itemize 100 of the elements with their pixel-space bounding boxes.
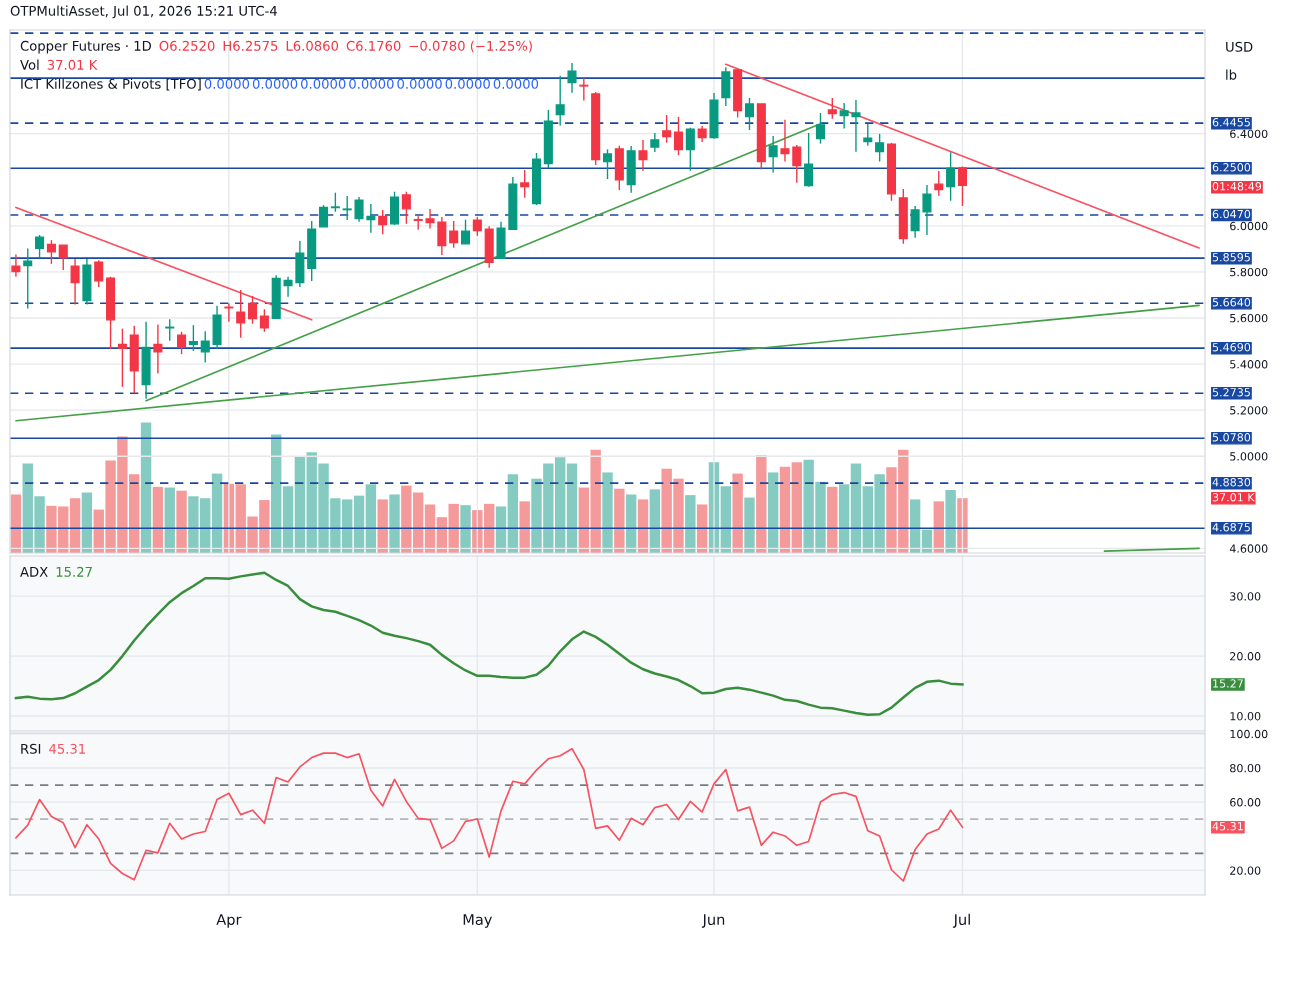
annotation: H6.2575 (223, 40, 278, 51)
bar (637, 499, 649, 553)
candlestick (413, 215, 423, 231)
candlestick (815, 112, 825, 145)
candlestick (851, 99, 861, 153)
candlestick (342, 195, 352, 221)
annotation: 0.0000 (397, 78, 442, 89)
ref-line-label: 6.0470 (1212, 209, 1251, 219)
bar (460, 505, 471, 553)
candlestick (839, 102, 849, 130)
candlestick (863, 123, 873, 147)
x-tick-label: Jun (701, 914, 725, 928)
candlestick (94, 259, 104, 288)
candlestick (662, 114, 672, 144)
bar (744, 497, 755, 553)
candlestick (165, 318, 175, 342)
ref-line-label: 6.2500 (1212, 163, 1251, 172)
y-tick-label: 20.00 (1230, 652, 1261, 661)
candlestick (11, 253, 21, 278)
y-tick-label: 5.2000 (1230, 406, 1268, 415)
text: lb (1226, 69, 1237, 80)
y-tick-label: 5.6000 (1230, 313, 1268, 323)
bar (389, 494, 400, 553)
candlestick (401, 191, 411, 225)
candlestick (579, 76, 589, 102)
bar (282, 486, 294, 553)
annotation: −0.0780 (−1.25%) (409, 40, 532, 53)
candlestick (934, 170, 944, 197)
candlestick (70, 258, 80, 306)
candlestick (567, 62, 577, 94)
candlestick (117, 327, 127, 388)
ref-line-label: 4.6875 (1212, 523, 1250, 532)
bar (791, 462, 803, 553)
x-tick-label: Apr (216, 914, 242, 928)
candlestick (638, 139, 648, 172)
bar (152, 486, 164, 553)
annotation: 45.31 (49, 743, 85, 754)
candlestick (236, 289, 246, 339)
candlestick (330, 191, 340, 213)
candlestick (768, 135, 778, 174)
candlestick (153, 323, 163, 375)
candlestick (922, 184, 932, 236)
ref-line-label: 5.2735 (1212, 388, 1250, 397)
annotation: 15.27 (56, 566, 92, 577)
candlestick (602, 148, 613, 180)
text: OTPMultiAsset, Jul 01, 2026 15:21 UTC-4 (10, 5, 277, 19)
annotation: 0.0000 (252, 78, 298, 89)
ref-line-label: 4.8830 (1212, 478, 1251, 487)
bar (779, 466, 791, 553)
annotation: ICT Killzones & Pivots [TFO] (21, 78, 201, 91)
y-tick-label: 5.8000 (1230, 267, 1268, 277)
ref-line-label: 5.4690 (1212, 343, 1251, 352)
bar (720, 486, 732, 553)
bar (176, 490, 187, 553)
candlestick (319, 204, 329, 228)
y-tick-label: 80.00 (1230, 763, 1261, 773)
candlestick (248, 295, 258, 325)
bar (756, 455, 767, 553)
annotation: L6.0860 (286, 40, 339, 51)
annotation: 37.01 K (47, 59, 98, 70)
ref-line-label: 6.4455 (1212, 118, 1250, 127)
bar (614, 488, 625, 553)
y-tick-label: 30.00 (1230, 592, 1261, 601)
candlestick (259, 308, 269, 333)
bar (140, 422, 152, 553)
candlestick (792, 144, 802, 184)
text: ADX (20, 567, 48, 577)
candlestick (177, 331, 187, 355)
candlestick (673, 116, 684, 156)
bar (909, 499, 921, 553)
y-tick-label: 100.00 (1230, 729, 1268, 739)
candlestick (804, 132, 814, 188)
candlestick (460, 218, 471, 245)
y-tick-label: 5.0000 (1230, 452, 1268, 461)
candlestick (827, 97, 837, 120)
candlestick (472, 216, 482, 237)
ref-line-label: 5.6640 (1212, 298, 1251, 307)
text: RSI (21, 743, 41, 754)
candlestick (354, 196, 364, 223)
candlestick (224, 302, 234, 323)
y-tick-label: 10.00 (1230, 711, 1261, 721)
x-tick-label: May (463, 914, 492, 928)
bar (732, 473, 743, 553)
bar (566, 463, 578, 553)
annotation: 0.0000 (301, 78, 346, 89)
annotation: 0.0000 (349, 78, 394, 89)
bar (602, 472, 613, 553)
candlestick (875, 133, 885, 163)
bar (294, 456, 306, 553)
candlestick (744, 97, 755, 131)
ref-line-label: 5.0780 (1212, 433, 1251, 442)
text: 37.01 K (1212, 493, 1255, 502)
y-tick-label: 6.0000 (1230, 221, 1268, 231)
text: USD (1226, 41, 1253, 52)
annotation: 0.0000 (493, 78, 539, 89)
bar (827, 486, 838, 553)
candlestick (685, 126, 695, 172)
candlestick (910, 205, 920, 239)
bar (945, 490, 956, 553)
bar (838, 484, 850, 553)
